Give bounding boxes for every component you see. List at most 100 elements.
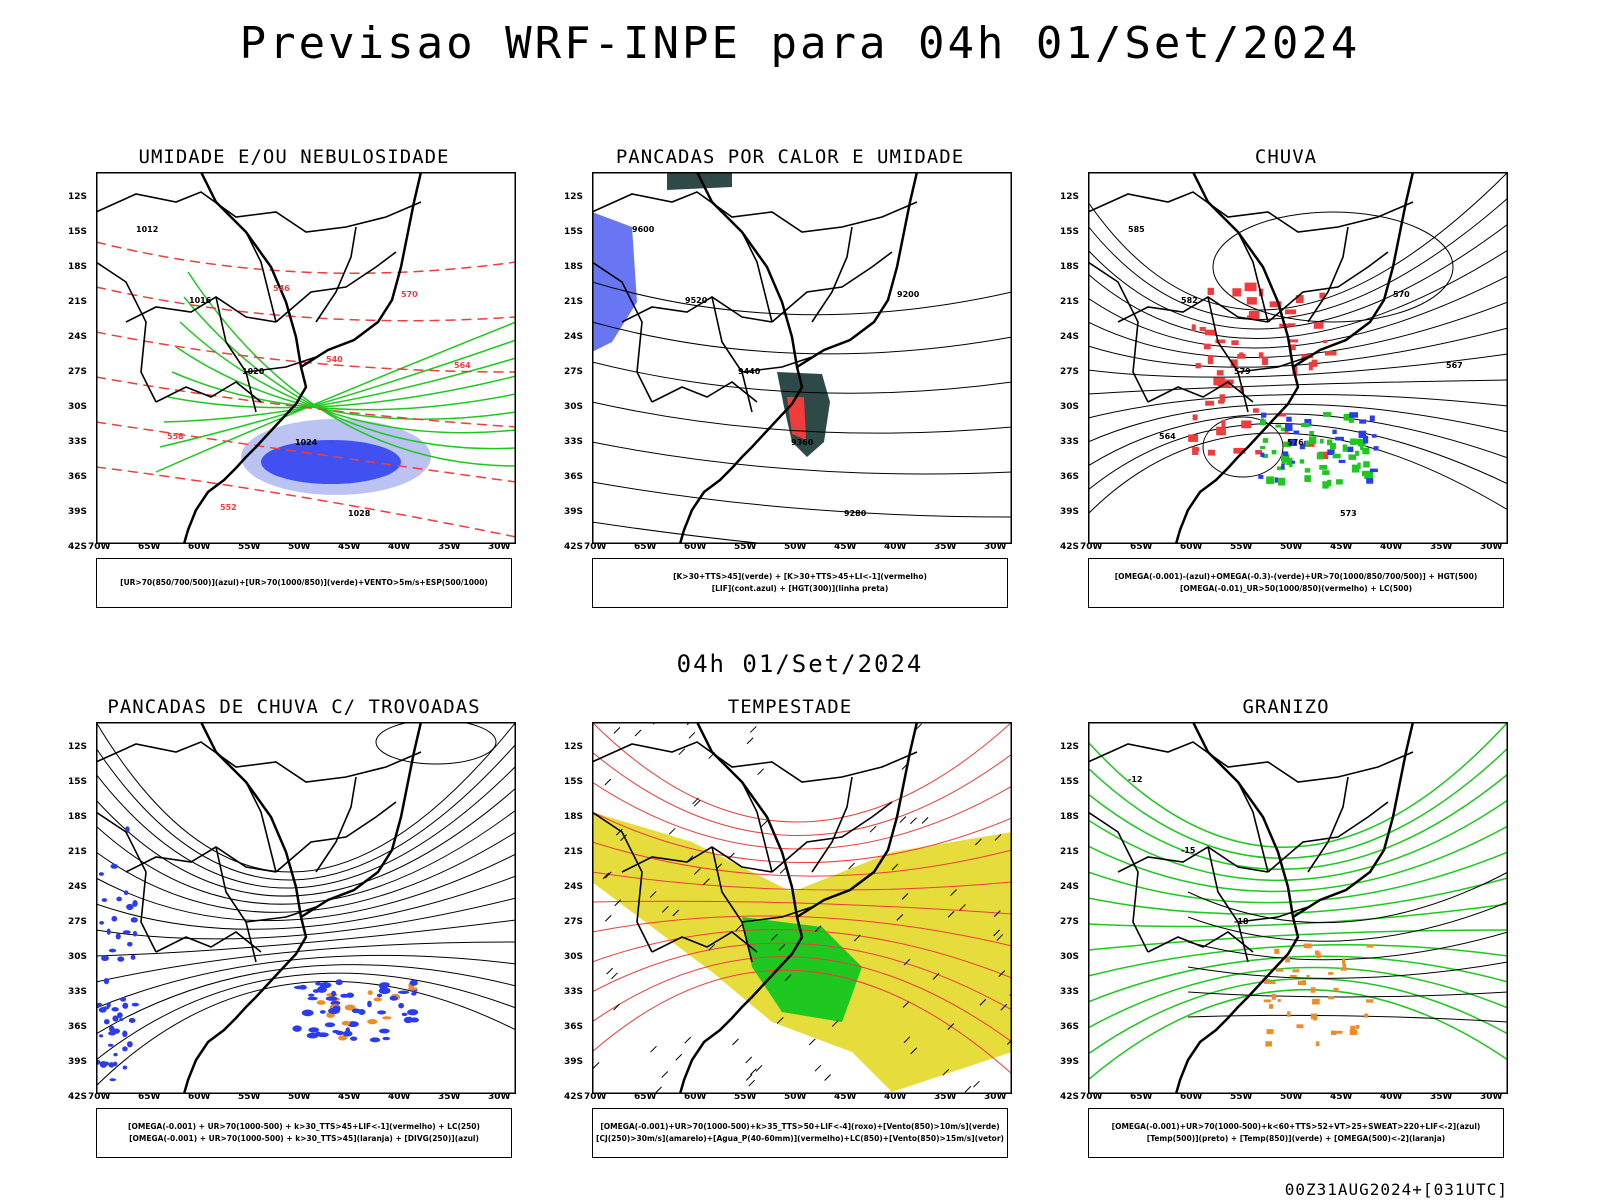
latitude-tick-label: 39S <box>68 1057 88 1067</box>
latitude-tick-label: 24S <box>68 882 88 892</box>
divergence-cell <box>96 1002 103 1007</box>
omega-cell <box>1355 450 1359 456</box>
omega-cell <box>1343 413 1351 421</box>
omega-cell <box>1260 452 1265 458</box>
wind-vector <box>613 1003 621 1011</box>
latitude-tick-label: 21S <box>68 297 88 307</box>
divergence-cell <box>99 1060 108 1068</box>
omega-cell <box>1359 419 1367 424</box>
state-border <box>741 781 773 873</box>
temp850-contour <box>1088 799 1508 882</box>
latitude-tick-label: 39S <box>564 1057 584 1067</box>
streamline <box>1088 327 1508 368</box>
omega500-cell <box>1328 972 1334 975</box>
wind-vector <box>732 1038 739 1046</box>
rain-cell <box>1207 287 1214 295</box>
wind-vector <box>694 868 701 875</box>
divergence-cell <box>117 956 125 962</box>
divergence-cell <box>292 1025 302 1032</box>
legend-box: [OMEGA(-0.001)+UR>70(1000-500)+k>35_TTS>… <box>592 1108 1008 1158</box>
divergence-cell <box>112 1061 118 1067</box>
legend-line: [CJ(250)>30m/s](amarelo)+[Agua_P(40-60mm… <box>596 1134 1004 1143</box>
wind-vector <box>661 1071 669 1078</box>
green-contour <box>163 357 516 423</box>
rain-cell <box>1239 352 1244 357</box>
temp850-contour <box>1088 773 1508 871</box>
field-layer <box>96 241 516 538</box>
wind-vector <box>662 905 669 913</box>
omega500-cell <box>1297 980 1306 986</box>
wind-vector <box>749 1068 757 1076</box>
latitude-tick-label: 33S <box>1060 437 1080 447</box>
omega-cell <box>1322 481 1329 489</box>
omega-cell <box>1304 475 1311 482</box>
lif-contour <box>592 212 637 352</box>
state-border <box>1237 356 1309 373</box>
longitude-tick-label: 55W <box>734 1092 757 1102</box>
legend-box: [OMEGA(-0.001)-(azul)+OMEGA(-0.3)-(verde… <box>1088 558 1504 608</box>
map-frame <box>1088 722 1508 1094</box>
latitude-tick-label: 27S <box>564 367 584 377</box>
longitude-tick-label: 35W <box>438 1092 461 1102</box>
contour-label: 552 <box>220 503 237 512</box>
longitude-tick-label: 60W <box>188 1092 211 1102</box>
wind-vector <box>994 834 1002 841</box>
coastline <box>1174 172 1300 544</box>
lc-contour <box>592 811 1012 863</box>
divergence-cell <box>401 1012 408 1017</box>
rain-cell <box>1313 322 1324 329</box>
state-border <box>315 776 357 873</box>
wind-vector <box>615 828 623 836</box>
longitude-tick-label: 30W <box>1480 1092 1503 1102</box>
state-border <box>155 931 262 953</box>
omega-cell <box>1358 430 1367 438</box>
wind-vector <box>757 768 764 776</box>
hgt-contour <box>592 521 772 544</box>
omega500-cell <box>1355 1025 1360 1029</box>
longitude-tick-label: 45W <box>338 1092 361 1102</box>
state-border <box>811 776 853 873</box>
omega500-cell <box>1275 968 1284 972</box>
latitude-tick-label: 18S <box>68 812 88 822</box>
state-border <box>1237 781 1269 873</box>
longitude-tick-label: 55W <box>734 542 757 552</box>
omega-cell <box>1258 474 1264 479</box>
state-border <box>215 846 257 963</box>
omega-cell <box>1330 442 1336 450</box>
wind-vector <box>993 910 1001 917</box>
latitude-tick-label: 36S <box>564 1022 584 1032</box>
streamline <box>96 980 516 1087</box>
wind-vector <box>672 909 680 917</box>
contour-label: 9520 <box>685 296 708 305</box>
contour-label: 1024 <box>295 438 318 447</box>
wind-vector <box>998 970 1006 977</box>
streamline <box>96 831 516 913</box>
rain-cell <box>1188 434 1199 442</box>
state-border <box>245 781 277 873</box>
temp500-contour <box>1187 991 1508 998</box>
divergence-cell <box>367 990 373 996</box>
rain-cell <box>1290 344 1296 351</box>
state-border <box>96 261 157 403</box>
divergence-cell <box>350 1036 358 1041</box>
contour-label: 9360 <box>791 438 814 447</box>
wind-vector <box>678 748 686 756</box>
longitude-tick-label: 30W <box>1480 542 1503 552</box>
legend-line: [OMEGA(-0.001) + UR>70(1000-500) + k>30_… <box>129 1134 479 1143</box>
lc-contour <box>592 969 1012 1075</box>
green-contour <box>187 271 516 467</box>
streamline <box>96 875 516 930</box>
coastline <box>678 722 804 1094</box>
lc-contour <box>592 871 1012 891</box>
omega-cell <box>1362 447 1370 455</box>
streamline <box>96 809 516 905</box>
omega500-cell <box>1263 978 1270 984</box>
latitude-tick-label: 33S <box>68 437 88 447</box>
wind-vector <box>964 1085 972 1093</box>
contour-label: 9440 <box>738 367 761 376</box>
rain-cell <box>1216 426 1226 436</box>
map-background <box>96 722 516 1094</box>
rain-cell <box>1258 352 1264 359</box>
longitude-tick-label: 70W <box>584 542 607 552</box>
lc-contour <box>592 900 1012 915</box>
